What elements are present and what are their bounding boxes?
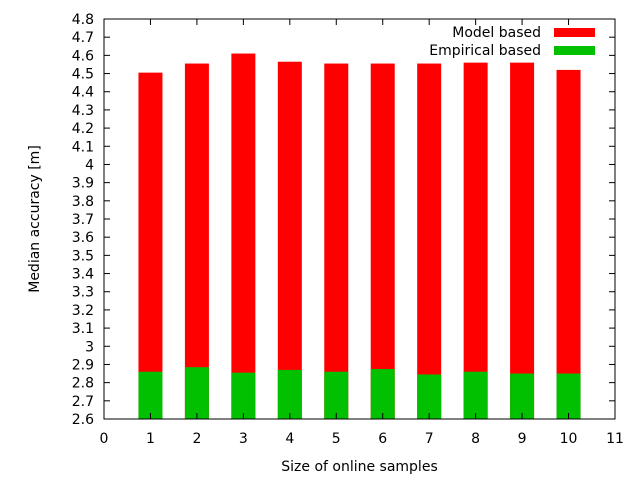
bar-empirical-based-7 [417, 374, 442, 419]
bar-empirical-based-4 [277, 369, 302, 419]
bar-model-based-8 [463, 62, 488, 420]
y-tick-label: 3.2 [72, 303, 94, 319]
legend: Model based Empirical based [429, 25, 595, 59]
x-tick-label: 7 [425, 431, 434, 447]
x-tick-label: 6 [378, 431, 387, 447]
bars-layer [138, 53, 581, 420]
y-tick-label: 2.7 [72, 394, 94, 410]
y-tick-label: 4.7 [72, 30, 94, 46]
x-tick-label: 5 [332, 431, 341, 447]
bar-model-based-3 [231, 53, 256, 419]
bar-model-based-7 [417, 63, 442, 419]
y-tick-label: 3.6 [72, 230, 94, 246]
y-tick-label: 3.4 [72, 267, 94, 283]
y-tick-label: 3.5 [72, 248, 94, 264]
y-tick-label: 4.3 [72, 103, 94, 119]
y-tick-label: 4.4 [72, 85, 94, 101]
x-tick-label: 3 [239, 431, 248, 447]
x-tick-label: 10 [560, 431, 578, 447]
bar-empirical-based-2 [184, 367, 209, 419]
bar-empirical-based-8 [463, 371, 488, 419]
y-tick-label: 3 [85, 339, 94, 355]
y-tick-label: 3.3 [72, 285, 94, 301]
x-tick-label: 2 [192, 431, 201, 447]
legend-swatch [554, 46, 595, 55]
x-tick-label: 11 [606, 431, 624, 447]
y-tick-label: 2.6 [72, 412, 94, 428]
y-tick-label: 4 [85, 157, 94, 173]
y-tick-label: 4.1 [72, 139, 94, 155]
bar-empirical-based-6 [370, 369, 395, 419]
y-tick-label: 4.5 [72, 67, 94, 83]
y-tick-label: 3.1 [72, 321, 94, 337]
x-axis-label: Size of online samples [281, 459, 437, 475]
legend-label: Empirical based [429, 43, 541, 59]
x-tick-label: 0 [100, 431, 109, 447]
y-tick-label: 4.8 [72, 12, 94, 28]
y-tick-label: 2.8 [72, 376, 94, 392]
bar-empirical-based-9 [510, 373, 535, 419]
legend-swatch [554, 28, 595, 37]
bar-model-based-5 [324, 63, 349, 419]
ticks-layer: 2.6 2.7 2.8 2.9 3 3.1 3.2 3.3 3.4 3.5 3.6 3.7 3.8 3.9… [72, 12, 624, 447]
y-axis-label: Median accuracy [m] [27, 145, 43, 293]
bar-model-based-4 [277, 61, 302, 420]
x-tick-label: 8 [471, 431, 480, 447]
x-tick-label: 9 [518, 431, 527, 447]
bar-model-based-9 [510, 62, 535, 420]
y-tick-label: 4.2 [72, 121, 94, 137]
bar-empirical-based-3 [231, 372, 256, 419]
bar-model-based-2 [184, 63, 209, 419]
y-tick-label: 2.9 [72, 357, 94, 373]
bar-empirical-based-5 [324, 371, 349, 419]
bar-model-based-6 [370, 63, 395, 419]
legend-label: Model based [452, 25, 541, 41]
plot-frame [103, 18, 616, 420]
bar-model-based-1 [138, 72, 163, 420]
bar-empirical-based-1 [138, 371, 163, 419]
y-tick-label: 3.8 [72, 194, 94, 210]
x-tick-label: 4 [285, 431, 294, 447]
y-tick-label: 4.6 [72, 48, 94, 64]
bar-model-based-10 [556, 69, 581, 419]
y-tick-label: 3.7 [72, 212, 94, 228]
y-tick-label: 3.9 [72, 176, 94, 192]
x-tick-label: 1 [146, 431, 155, 447]
bar-empirical-based-10 [556, 373, 581, 419]
